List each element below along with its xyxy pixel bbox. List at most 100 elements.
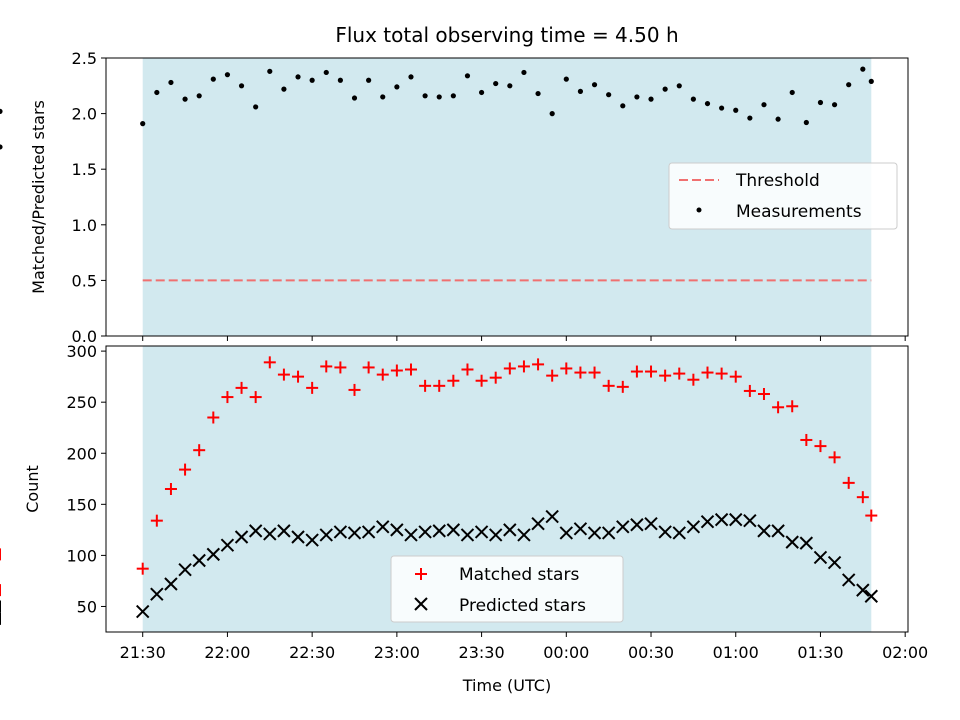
legend-measurements-label: Measurements xyxy=(736,202,862,222)
measurement-point xyxy=(535,90,541,97)
top-panel: 0.0 0.5 1.0 1.5 2.0 2.5 Flux total observing … xyxy=(0,23,909,346)
predicted-star-marker xyxy=(757,524,771,538)
top-y-tick-label: 0.5 xyxy=(72,271,97,290)
measurement-point xyxy=(549,111,555,117)
measurement-point xyxy=(831,102,838,108)
measurement-point xyxy=(295,74,301,80)
top-x-ticks xyxy=(142,336,906,341)
matched-star-marker xyxy=(249,391,262,404)
predicted-star-marker xyxy=(714,512,729,527)
predicted-star-marker xyxy=(319,528,333,542)
matched-star-marker xyxy=(179,463,192,476)
matched-star-marker xyxy=(743,384,756,397)
matched-star-marker xyxy=(334,361,347,374)
legend-measurements-swatch xyxy=(696,207,702,213)
measurement-point xyxy=(648,96,654,102)
measurement-point xyxy=(436,94,442,100)
predicted-star-marker xyxy=(150,587,164,601)
matched-star-marker xyxy=(814,440,827,453)
x-tick-label: 22:00 xyxy=(204,643,250,662)
predicted-star-marker xyxy=(644,517,658,531)
predicted-star-marker xyxy=(545,509,559,524)
bottom-x-ticks: 21:30 22:00 22:30 23:00 23:30 00:00 00:30 01:00… xyxy=(120,632,928,662)
matched-star-marker xyxy=(786,400,799,413)
matched-star-marker xyxy=(588,366,601,379)
predicted-star-marker xyxy=(305,533,319,547)
matched-star-marker xyxy=(419,379,432,392)
matched-star-marker xyxy=(856,491,869,504)
matched-star-marker xyxy=(404,363,417,376)
predicted-star-marker xyxy=(686,520,701,534)
bottom-y-tick-label: 150 xyxy=(66,495,97,514)
measurement-point xyxy=(563,76,569,82)
bottom-y-tick-label: 300 xyxy=(66,342,97,361)
matched-star-marker xyxy=(489,371,502,384)
measurement-point xyxy=(210,76,216,82)
measurement-point xyxy=(507,83,513,89)
top-y-tick-label: 2.0 xyxy=(72,105,97,124)
predicted-star-marker xyxy=(841,573,856,587)
measurement-point xyxy=(577,88,584,94)
predicted-star-marker xyxy=(517,528,531,542)
matched-star-marker xyxy=(645,365,658,378)
bottom-y-tick-label: 200 xyxy=(66,444,97,463)
measurement-point xyxy=(591,82,598,88)
legend-predicted-swatch xyxy=(414,597,428,611)
matched-star-markers xyxy=(0,356,878,597)
bottom-plot-frame xyxy=(105,345,909,633)
matched-star-marker xyxy=(517,360,530,373)
matched-star-marker xyxy=(277,368,290,381)
measurement-point xyxy=(224,72,231,78)
measurement-point xyxy=(351,95,358,101)
measurement-point xyxy=(634,94,640,100)
predicted-star-marker xyxy=(700,514,715,529)
x-tick-label: 01:30 xyxy=(797,643,843,662)
top-plot-frame xyxy=(105,57,909,337)
x-tick-label: 02:00 xyxy=(882,643,928,662)
predicted-star-marker xyxy=(856,583,870,597)
matched-star-marker xyxy=(376,368,389,381)
matched-star-marker xyxy=(828,451,841,464)
measurement-point xyxy=(868,78,874,84)
chart-title: Flux total observing time = 4.50 h xyxy=(335,23,678,47)
predicted-star-marker xyxy=(474,525,489,539)
matched-star-marker xyxy=(263,356,276,369)
matched-star-marker xyxy=(150,514,163,527)
predicted-star-marker xyxy=(672,526,686,540)
predicted-star-marker xyxy=(446,523,461,537)
measurement-point xyxy=(182,96,188,102)
matched-star-marker xyxy=(164,483,177,495)
measurement-point xyxy=(323,69,329,76)
predicted-star-marker xyxy=(263,527,277,541)
matched-star-marker xyxy=(800,433,813,446)
top-y-tick-label: 0.0 xyxy=(72,327,97,346)
measurement-point xyxy=(337,77,343,83)
matched-star-marker xyxy=(673,367,686,380)
bottom-legend: Matched stars Predicted stars xyxy=(390,555,624,623)
matched-star-marker xyxy=(729,370,742,383)
matched-star-marker xyxy=(348,383,361,396)
matched-star-marker xyxy=(772,401,785,414)
predicted-star-marker xyxy=(587,526,602,540)
x-tick-label: 22:30 xyxy=(289,643,335,662)
measurement-point xyxy=(281,86,287,92)
predicted-star-marker xyxy=(192,553,206,568)
predicted-star-marker xyxy=(277,524,291,538)
bottom-panel: 50 100 150 200 250 300 21:30 22:00 22:30 23:00 23… xyxy=(0,342,928,695)
matched-star-marker xyxy=(659,369,672,382)
bottom-y-axis-label: Count xyxy=(23,465,42,513)
measurement-points xyxy=(0,66,874,150)
matched-star-marker xyxy=(362,361,375,374)
predicted-star-marker xyxy=(743,513,757,528)
predicted-star-marker xyxy=(813,550,828,565)
predicted-star-marker xyxy=(376,520,390,534)
matched-star-marker xyxy=(235,381,248,394)
measurement-point xyxy=(775,116,781,122)
measurement-point xyxy=(309,77,315,83)
predicted-star-marker xyxy=(559,526,574,540)
matched-star-marker xyxy=(320,360,333,373)
measurement-point xyxy=(478,89,485,96)
matched-star-marker xyxy=(475,374,488,387)
predicted-star-marker xyxy=(418,525,432,539)
